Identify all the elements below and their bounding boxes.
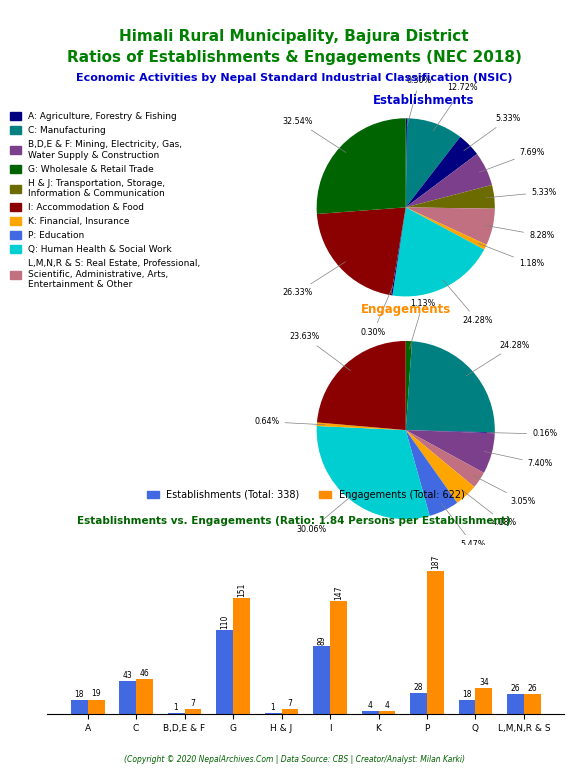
Text: 5.33%: 5.33%	[464, 114, 521, 151]
Wedge shape	[406, 118, 460, 207]
Text: 3.05%: 3.05%	[473, 475, 536, 505]
Bar	[185, 709, 202, 714]
Wedge shape	[317, 422, 406, 430]
Text: Establishments: Establishments	[373, 94, 474, 107]
Bar	[427, 571, 444, 714]
Text: 26.33%: 26.33%	[282, 262, 346, 297]
Text: 7: 7	[191, 699, 195, 708]
Wedge shape	[406, 137, 477, 207]
Wedge shape	[406, 341, 412, 430]
Title: Engagements: Engagements	[360, 303, 451, 316]
Text: 147: 147	[334, 586, 343, 601]
Wedge shape	[406, 185, 495, 209]
Text: 7.69%: 7.69%	[479, 148, 545, 172]
Text: 4.18%: 4.18%	[461, 489, 517, 528]
Text: 1.18%: 1.18%	[479, 243, 544, 269]
Text: Himali Rural Municipality, Bajura District: Himali Rural Municipality, Bajura Distri…	[119, 29, 469, 45]
Text: 1: 1	[270, 703, 275, 713]
Text: 5.33%: 5.33%	[486, 187, 557, 197]
Text: 24.28%: 24.28%	[443, 280, 493, 325]
Text: Economic Activities by Nepal Standard Industrial Classification (NSIC): Economic Activities by Nepal Standard In…	[76, 73, 512, 83]
Text: 0.30%: 0.30%	[407, 76, 432, 126]
Text: 110: 110	[220, 614, 229, 628]
Text: 1: 1	[173, 703, 178, 713]
Wedge shape	[392, 207, 484, 296]
Wedge shape	[391, 207, 406, 296]
Text: 18: 18	[462, 690, 472, 699]
Bar	[362, 711, 379, 714]
Text: 4: 4	[385, 701, 389, 710]
Wedge shape	[406, 154, 492, 207]
Text: 1.13%: 1.13%	[409, 300, 436, 349]
Bar	[476, 688, 493, 714]
Wedge shape	[406, 430, 495, 433]
Wedge shape	[316, 426, 430, 519]
Bar	[282, 709, 299, 714]
Legend: Establishments (Total: 338), Engagements (Total: 622): Establishments (Total: 338), Engagements…	[143, 486, 469, 504]
Text: 89: 89	[317, 635, 326, 645]
Text: 46: 46	[139, 669, 149, 677]
Text: 7.40%: 7.40%	[484, 452, 553, 468]
Text: 18: 18	[74, 690, 84, 699]
Text: (Copyright © 2020 NepalArchives.Com | Data Source: CBS | Creator/Analyst: Milan : (Copyright © 2020 NepalArchives.Com | Da…	[123, 755, 465, 764]
Bar	[507, 694, 524, 714]
Wedge shape	[406, 430, 495, 473]
Wedge shape	[406, 430, 475, 503]
Text: 12.72%: 12.72%	[433, 84, 478, 131]
Text: 4: 4	[368, 701, 372, 710]
Wedge shape	[406, 430, 457, 516]
Bar	[459, 700, 476, 714]
Text: 5.47%: 5.47%	[441, 503, 486, 549]
Legend: A: Agriculture, Forestry & Fishing, C: Manufacturing, B,D,E & F: Mining, Electri: A: Agriculture, Forestry & Fishing, C: M…	[11, 112, 201, 290]
Wedge shape	[316, 118, 406, 214]
Wedge shape	[406, 430, 484, 487]
Text: 26: 26	[527, 684, 537, 693]
Wedge shape	[406, 118, 407, 207]
Text: 23.63%: 23.63%	[290, 333, 350, 371]
Text: 19: 19	[91, 690, 101, 699]
Text: 151: 151	[237, 583, 246, 598]
Text: 26: 26	[511, 684, 520, 693]
Wedge shape	[317, 341, 406, 430]
Bar	[233, 598, 250, 714]
Text: 32.54%: 32.54%	[282, 117, 346, 153]
Bar	[313, 646, 330, 714]
Text: 0.64%: 0.64%	[254, 417, 325, 426]
Bar	[119, 681, 136, 714]
Text: 0.16%: 0.16%	[487, 429, 557, 439]
Text: 34: 34	[479, 678, 489, 687]
Text: 7: 7	[288, 699, 292, 708]
Bar	[379, 711, 396, 714]
Bar	[71, 700, 88, 714]
Bar	[524, 694, 541, 714]
Bar	[330, 601, 347, 714]
Text: 28: 28	[414, 683, 423, 691]
Wedge shape	[317, 207, 406, 295]
Text: 8.28%: 8.28%	[485, 225, 554, 240]
Text: Establishments vs. Engagements (Ratio: 1.84 Persons per Establishment): Establishments vs. Engagements (Ratio: 1…	[77, 516, 511, 526]
Bar	[216, 630, 233, 714]
Wedge shape	[406, 341, 495, 432]
Text: 0.30%: 0.30%	[360, 287, 392, 337]
Text: Ratios of Establishments & Engagements (NEC 2018): Ratios of Establishments & Engagements (…	[66, 50, 522, 65]
Bar	[88, 700, 105, 714]
Text: 43: 43	[123, 671, 132, 680]
Text: 30.06%: 30.06%	[297, 493, 355, 534]
Wedge shape	[406, 207, 495, 245]
Text: 24.28%: 24.28%	[466, 340, 530, 376]
Text: 187: 187	[431, 555, 440, 570]
Wedge shape	[406, 207, 486, 250]
Bar	[136, 679, 153, 714]
Bar	[410, 693, 427, 714]
